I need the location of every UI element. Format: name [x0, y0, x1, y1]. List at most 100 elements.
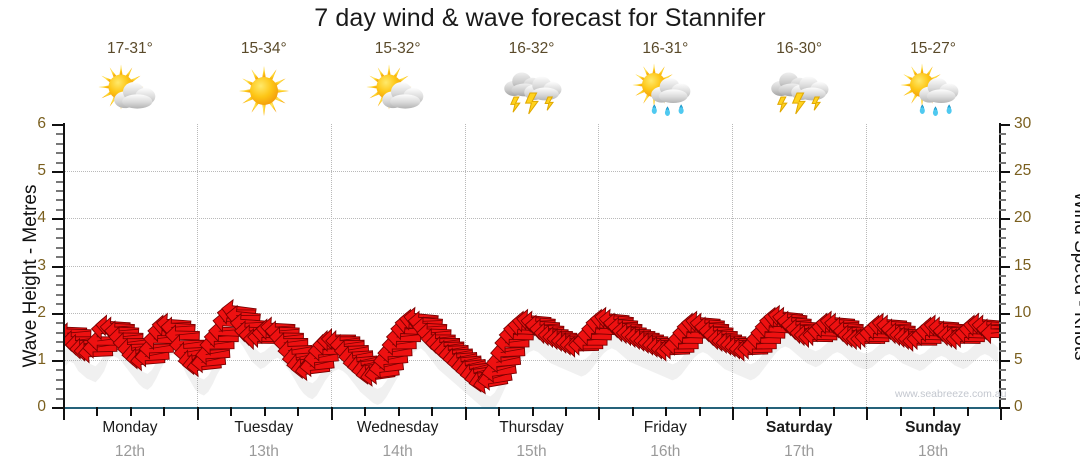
tick-right-minor [999, 246, 1006, 249]
tick-left-minor [56, 293, 63, 296]
tick-left-minor [56, 237, 63, 240]
tick-left-minor [56, 142, 63, 145]
day-forecast-wednesday: 15-32° [331, 38, 465, 120]
tick-right-major [999, 312, 1010, 315]
tick-left-minor [56, 340, 63, 343]
tick-left-minor [56, 322, 63, 325]
left-tick-label: 5 [37, 162, 46, 180]
right-tick-label: 5 [1014, 350, 1023, 368]
gridline-day-separator [196, 124, 198, 407]
day-forecast-friday: 16-31° [598, 38, 732, 120]
day-name-label: Monday [102, 419, 158, 436]
tick-right-major [999, 265, 1010, 268]
tick-right-minor [999, 133, 1006, 136]
right-tick-label: 20 [1014, 209, 1032, 227]
tick-left-minor [56, 378, 63, 381]
tick-bottom-minor [765, 407, 768, 416]
tick-bottom-day [1000, 407, 1002, 420]
sun-cloud-rain-icon [866, 62, 1000, 120]
right-tick-label: 10 [1014, 303, 1032, 321]
tick-right-minor [999, 152, 1006, 155]
tick-left-minor [56, 133, 63, 136]
tick-right-minor [999, 331, 1006, 334]
tick-left-minor [56, 256, 63, 259]
thunderstorm-icon [732, 62, 866, 120]
tick-left-minor [56, 180, 63, 183]
day-forecast-sunday: 15-27° [866, 38, 1000, 120]
gridline-day-separator [598, 124, 600, 407]
tick-right-minor [999, 208, 1006, 211]
tick-right-minor [999, 161, 1006, 164]
temperature-range: 15-34° [240, 40, 287, 57]
right-tick-label: 25 [1014, 162, 1032, 180]
tick-bottom-minor [96, 407, 99, 416]
left-tick-label: 1 [37, 350, 46, 368]
tick-bottom-minor [397, 407, 400, 416]
left-tick-label: 6 [37, 115, 46, 132]
tick-left-major [52, 407, 63, 409]
tick-bottom-minor [129, 407, 132, 416]
day-name-label: Friday [643, 419, 687, 436]
day-forecast-tuesday: 15-34° [197, 38, 331, 120]
gridline-horizontal [63, 359, 1000, 361]
tick-right-minor [999, 388, 1006, 391]
tick-right-minor [999, 274, 1006, 277]
tick-bottom-day [598, 407, 601, 420]
tick-bottom-minor [933, 407, 936, 416]
tick-bottom-day [196, 407, 199, 420]
tick-left-minor [56, 331, 63, 334]
tick-bottom-minor [832, 407, 835, 416]
tick-bottom-minor [531, 407, 534, 416]
wind-barb-series [63, 298, 1000, 407]
tick-left-minor [56, 161, 63, 164]
tick-right-minor [999, 378, 1006, 381]
tick-left-minor [56, 246, 63, 249]
tick-bottom-minor [698, 407, 701, 416]
tick-right-major [999, 407, 1010, 409]
tick-right-minor [999, 303, 1006, 306]
tick-left-minor [56, 152, 63, 155]
day-name-label: Wednesday [356, 419, 439, 436]
tick-left-minor [56, 227, 63, 230]
tick-left-minor [56, 284, 63, 287]
tick-right-minor [999, 227, 1006, 230]
tick-right-major [999, 218, 1010, 221]
day-forecast-thursday: 16-32° [465, 38, 599, 120]
right-tick-label: 15 [1014, 256, 1032, 274]
left-axis-line [63, 123, 65, 408]
tick-right-minor [999, 293, 1006, 296]
gridline-day-separator [464, 124, 466, 407]
tick-bottom-minor [230, 407, 233, 416]
tick-right-minor [999, 199, 1006, 202]
tick-right-minor [999, 180, 1006, 183]
left-tick-label: 4 [37, 209, 46, 227]
tick-left-major [52, 265, 63, 268]
gridline-day-separator [330, 124, 332, 407]
gridline-day-separator [732, 124, 734, 407]
tick-right-major [999, 124, 1010, 126]
tick-bottom-minor [799, 407, 802, 416]
tick-bottom-minor [665, 407, 668, 416]
watermark: www.seabreeze.com.au [895, 388, 1007, 400]
day-date-label: 18th [917, 443, 949, 460]
tick-bottom-minor [899, 407, 902, 416]
tick-left-minor [56, 369, 63, 372]
day-date-label: 15th [516, 443, 547, 460]
tick-left-minor [56, 350, 63, 353]
tick-left-minor [56, 199, 63, 202]
tick-bottom-minor [966, 407, 969, 416]
page-title: 7 day wind & wave forecast for Stannifer [314, 4, 766, 32]
tick-bottom-minor [364, 407, 367, 416]
tick-right-minor [999, 322, 1006, 325]
tick-bottom-minor [431, 407, 434, 416]
tick-left-minor [56, 397, 63, 400]
left-tick-label: 2 [37, 303, 46, 321]
gridline-horizontal [63, 265, 1000, 267]
day-name-label: Tuesday [234, 419, 294, 436]
day-date-label: 13th [248, 443, 279, 460]
tick-bottom-day [330, 407, 333, 420]
day-date-label: 17th [784, 443, 815, 460]
left-tick-label: 0 [37, 398, 46, 415]
temperature-range: 17-31° [107, 40, 153, 57]
